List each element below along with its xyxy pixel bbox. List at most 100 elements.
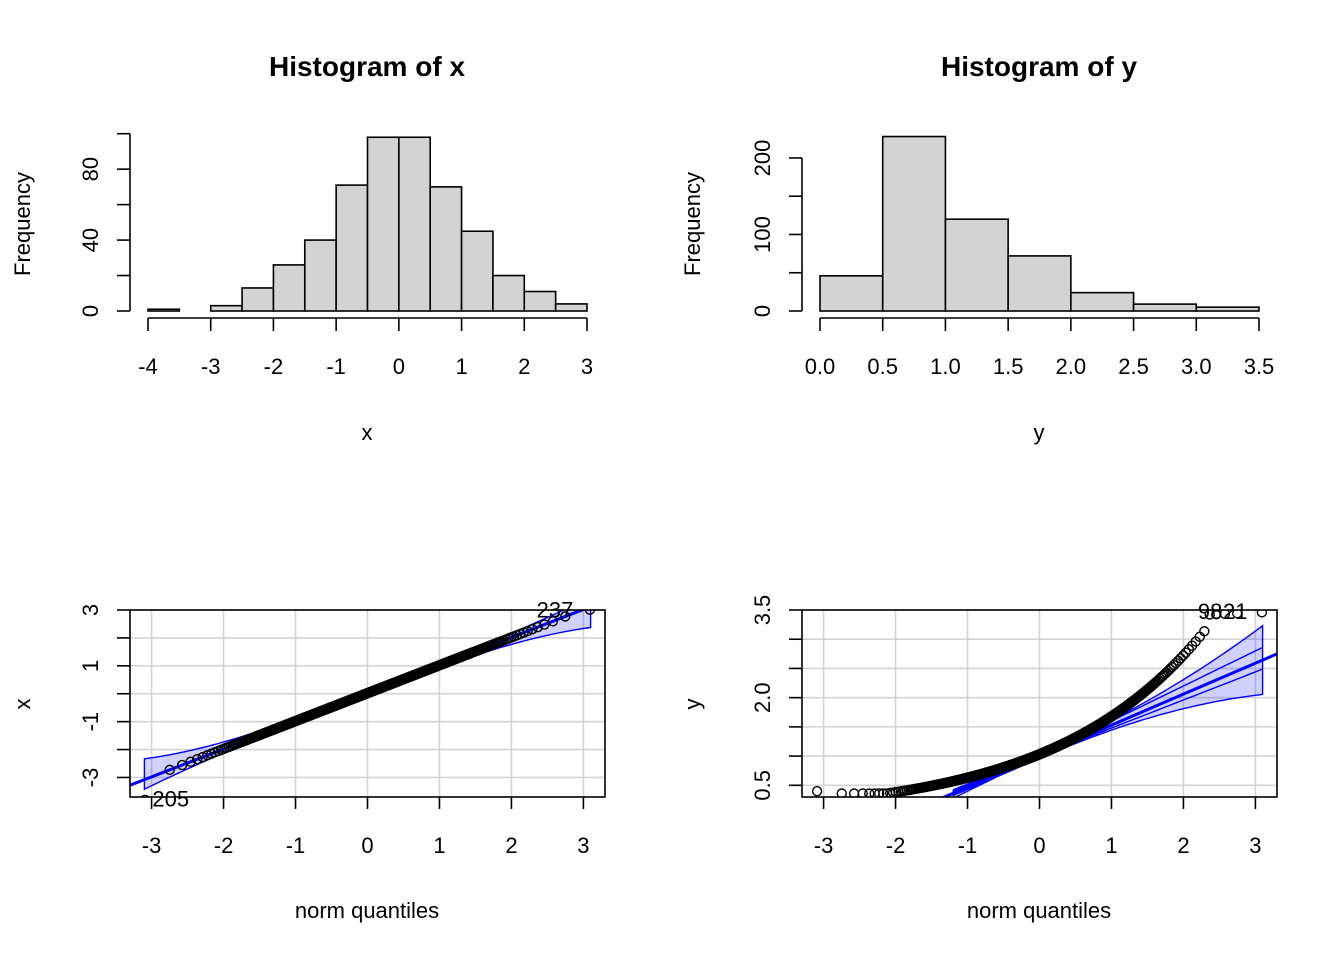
x-tick-label: 1 xyxy=(1105,833,1117,858)
x-tick-label: 0 xyxy=(361,833,373,858)
x-tick-label: -2 xyxy=(214,833,234,858)
x-tick-label: 3.5 xyxy=(1244,354,1275,379)
x-tick-label: 3.0 xyxy=(1181,354,1212,379)
x-tick-label: -4 xyxy=(138,354,158,379)
data-point xyxy=(836,788,847,797)
y-tick-label: 1 xyxy=(78,660,103,672)
y-tick-label: 0 xyxy=(750,305,775,317)
data-point xyxy=(1175,653,1186,664)
x-tick-label: -2 xyxy=(886,833,906,858)
y-tick-label: -1 xyxy=(78,712,103,732)
outlier-label: 98 xyxy=(1198,599,1222,624)
data-point xyxy=(584,610,596,615)
qqplot-x-panel: norm quantiles x -3 -2 -1 0 1 2 3 -3 -1 1 3 205 237 xyxy=(10,597,606,923)
histogram-bar xyxy=(398,136,432,312)
y-tick-label: 0.5 xyxy=(750,770,775,801)
outlier-label: 21 xyxy=(1223,599,1247,624)
x-tick-label: 1 xyxy=(433,833,445,858)
x-tick-label: 3 xyxy=(581,354,593,379)
data-point xyxy=(164,764,175,776)
histogram-y-title: Histogram of y xyxy=(941,51,1137,82)
x-tick-label: -1 xyxy=(326,354,346,379)
histogram-bar xyxy=(881,135,947,312)
x-tick-label: 1.0 xyxy=(930,354,961,379)
histogram-bar xyxy=(147,308,181,312)
histogram-bar xyxy=(1070,291,1135,312)
histogram-x-panel: Histogram of x x Frequency -4 -3 -2 -1 0 1 2 3 0… xyxy=(10,51,593,445)
x-tick-label: 2 xyxy=(1177,833,1189,858)
data-point xyxy=(532,621,543,633)
data-point xyxy=(1232,610,1243,619)
x-tick-label: 2 xyxy=(518,354,530,379)
x-tick-label: 2.0 xyxy=(1056,354,1087,379)
data-point xyxy=(1219,610,1231,620)
data-point xyxy=(1204,610,1215,620)
qqplot-y-ylabel: y xyxy=(680,699,705,710)
x-tick-label: 2.5 xyxy=(1118,354,1149,379)
y-tick-label: 80 xyxy=(78,157,103,181)
qqplot-y-panel: norm quantiles y -3 -2 -1 0 1 2 3 0.5 2.0 3.5 98 21 xyxy=(680,595,1278,923)
data-point xyxy=(197,751,208,763)
plot-area xyxy=(130,610,605,797)
qqplot-y-xlabel: norm quantiles xyxy=(967,898,1111,923)
data-point xyxy=(1177,650,1189,661)
histogram-bar xyxy=(554,303,588,312)
y-tick-label: 200 xyxy=(750,140,775,177)
histogram-bar xyxy=(335,184,369,312)
plot-area xyxy=(802,610,1277,797)
histogram-bar xyxy=(1132,303,1198,312)
data-point xyxy=(192,753,203,765)
x-tick-label: -3 xyxy=(814,833,834,858)
histogram-x-ylabel: Frequency xyxy=(10,172,35,276)
data-point xyxy=(878,788,889,797)
data-point xyxy=(1183,644,1195,655)
data-point xyxy=(547,616,559,627)
x-tick-label: 0.5 xyxy=(867,354,898,379)
y-tick-label: 0 xyxy=(78,305,103,317)
histogram-bar xyxy=(303,239,337,312)
x-tick-label: 1 xyxy=(455,354,467,379)
histogram-y-panel: Histogram of y y Frequency 0.0 0.5 1.0 1.5 2… xyxy=(680,51,1274,445)
x-tick-label: 2 xyxy=(505,833,517,858)
histogram-bar xyxy=(819,275,884,312)
data-point xyxy=(811,785,823,797)
histogram-bar xyxy=(366,136,400,312)
y-tick-label: -3 xyxy=(78,768,103,788)
histogram-x-title: Histogram of x xyxy=(269,51,465,82)
x-tick-label: 1.5 xyxy=(993,354,1024,379)
qqplot-x-ylabel: x xyxy=(10,699,35,710)
x-tick-label: 3 xyxy=(1249,833,1261,858)
histogram-bar xyxy=(460,230,494,312)
x-tick-label: -3 xyxy=(201,354,221,379)
y-tick-label: 100 xyxy=(750,216,775,253)
histogram-bar xyxy=(492,274,526,312)
outlier-label: 205 xyxy=(152,786,189,811)
x-tick-label: 3 xyxy=(577,833,589,858)
histogram-bar xyxy=(1007,255,1072,312)
histogram-bar xyxy=(429,186,463,312)
data-point xyxy=(140,794,150,797)
x-tick-label: -3 xyxy=(142,833,162,858)
histogram-bar xyxy=(241,287,275,312)
data-point xyxy=(527,624,538,635)
histogram-bar xyxy=(944,218,1009,312)
y-tick-label: 2.0 xyxy=(750,682,775,713)
data-point xyxy=(522,625,533,637)
data-point xyxy=(185,756,196,767)
qqplot-x-xlabel: norm quantiles xyxy=(295,898,439,923)
histogram-x-xlabel: x xyxy=(362,420,373,445)
histogram-bar xyxy=(523,290,557,312)
data-point xyxy=(176,759,188,771)
x-tick-label: -2 xyxy=(264,354,284,379)
data-point xyxy=(864,788,875,797)
data-point xyxy=(1162,665,1174,677)
x-tick-label: 0 xyxy=(393,354,405,379)
x-tick-label: -1 xyxy=(958,833,978,858)
histogram-bar xyxy=(209,304,243,312)
data-point xyxy=(874,788,885,797)
x-tick-label: 0.0 xyxy=(805,354,836,379)
histogram-y-xlabel: y xyxy=(1034,420,1045,445)
y-tick-label: 3.5 xyxy=(750,595,775,626)
histogram-y-ylabel: Frequency xyxy=(680,172,705,276)
histogram-bar xyxy=(272,264,306,312)
